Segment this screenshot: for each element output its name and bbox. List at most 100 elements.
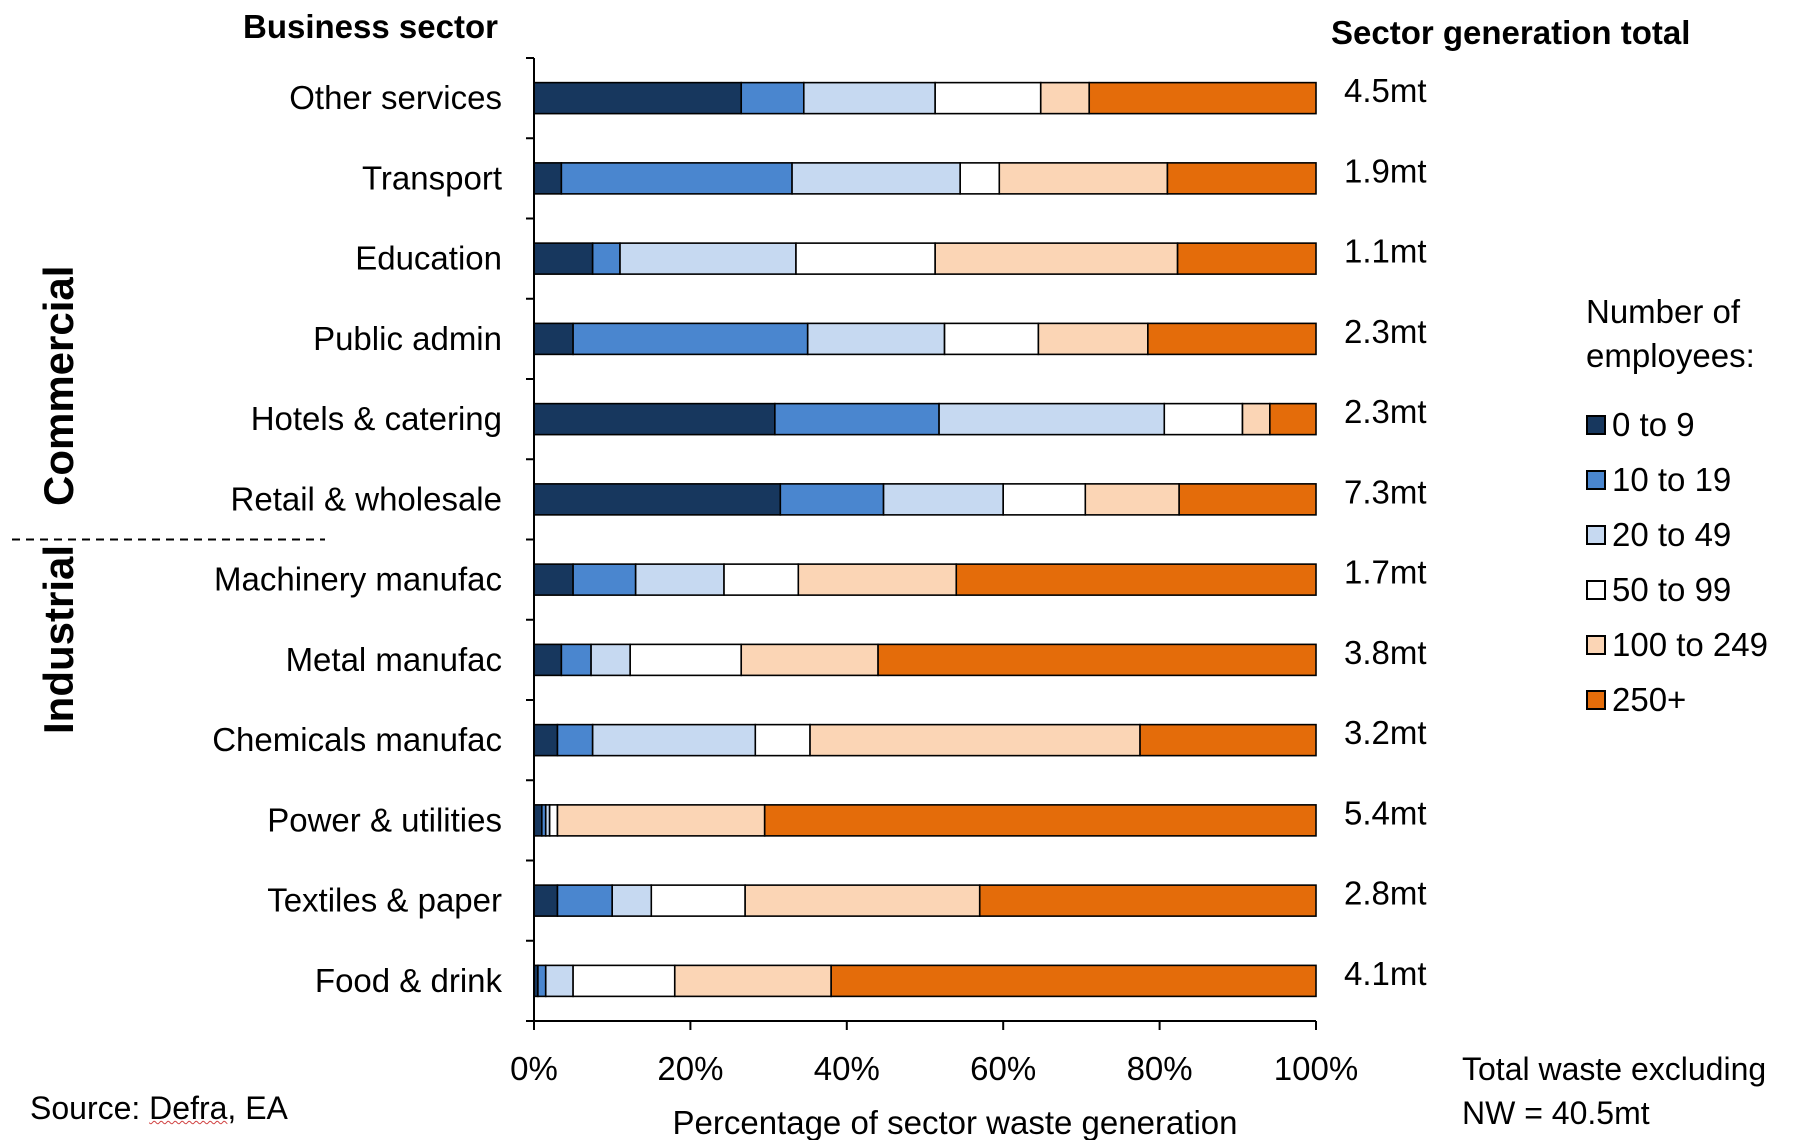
- total-label-education: 1.1mt: [1344, 233, 1427, 270]
- bar-transport-20-to-49: [791, 162, 961, 195]
- category-label-transport: Transport: [362, 159, 502, 196]
- bar-public-admin-250: [1147, 322, 1317, 356]
- bar-transport-10-to-19: [560, 162, 793, 195]
- total-label-retail-and-wholesale: 7.3mt: [1344, 473, 1427, 510]
- bar-retail-and-wholesale-10-to-19: [779, 483, 885, 516]
- bar-public-admin-0-to-9: [533, 322, 574, 356]
- bar-food-and-drink-10-to-19: [537, 964, 547, 998]
- bar-machinery-manufac-250: [955, 563, 1317, 596]
- bar-other-services-20-to-49: [802, 81, 936, 115]
- legend-swatch-100-to-249: [1586, 635, 1606, 655]
- bar-other-services-50-to-99: [934, 81, 1042, 115]
- bar-chemicals-manufac-20-to-49: [591, 723, 757, 757]
- legend-swatch-0-to-9: [1586, 415, 1606, 435]
- bar-machinery-manufac-100-to-249: [797, 563, 958, 596]
- bar-education-0-to-9: [533, 242, 594, 275]
- bar-other-services-250: [1088, 81, 1317, 115]
- legend-item-10-to-19: 10 to 19: [1586, 461, 1731, 499]
- bar-retail-and-wholesale-20-to-49: [882, 483, 1005, 516]
- industrial-group-label: Industrial: [35, 544, 82, 734]
- bar-other-services-0-to-9: [533, 81, 743, 115]
- legend-item-20-to-49: 20 to 49: [1586, 516, 1731, 554]
- legend-item-50-to-99: 50 to 99: [1586, 571, 1731, 609]
- legend-item-0-to-9: 0 to 9: [1586, 406, 1695, 444]
- bar-food-and-drink-50-to-99: [572, 964, 676, 998]
- bar-textiles-and-paper-20-to-49: [611, 884, 653, 917]
- bar-metal-manufac-100-to-249: [740, 643, 879, 677]
- axis-layer: [526, 57, 1317, 1030]
- x-tick-label-1: 20%: [657, 1050, 723, 1087]
- bar-machinery-manufac-10-to-19: [572, 563, 637, 596]
- bar-chemicals-manufac-250: [1139, 723, 1317, 757]
- total-header: Sector generation total: [1331, 14, 1691, 51]
- bar-machinery-manufac-0-to-9: [533, 563, 574, 596]
- tick-labels: 0% 20% 40% 60% 80% 100%: [510, 1050, 1358, 1087]
- total-note-line2: NW = 40.5mt: [1462, 1095, 1650, 1131]
- bar-transport-100-to-249: [998, 162, 1169, 195]
- total-label-machinery-manufac: 1.7mt: [1344, 554, 1427, 591]
- x-tick-label-0: 0%: [510, 1050, 558, 1087]
- bar-food-and-drink-100-to-249: [673, 964, 832, 998]
- total-label-metal-manufac: 3.8mt: [1344, 634, 1427, 671]
- legend-label-10-to-19: 10 to 19: [1612, 461, 1732, 498]
- legend-swatch-250: [1586, 690, 1606, 710]
- bar-education-50-to-99: [795, 242, 936, 275]
- legend-item-100-to-249: 100 to 249: [1586, 626, 1768, 664]
- bar-hotels-and-catering-20-to-49: [938, 402, 1166, 436]
- bar-hotels-and-catering-0-to-9: [533, 402, 776, 436]
- legend-label-100-to-249: 100 to 249: [1612, 626, 1768, 663]
- category-label-hotels-and-catering: Hotels & catering: [251, 400, 502, 437]
- bar-hotels-and-catering-50-to-99: [1163, 402, 1244, 436]
- sector-header: Business sector: [243, 8, 498, 45]
- source-defra: Defra: [149, 1090, 228, 1126]
- x-tick-label-4: 80%: [1127, 1050, 1193, 1087]
- bar-retail-and-wholesale-100-to-249: [1084, 483, 1180, 516]
- bar-food-and-drink-20-to-49: [544, 964, 574, 998]
- bar-chemicals-manufac-50-to-99: [754, 723, 811, 757]
- x-axis-label: Percentage of sector waste generation: [672, 1104, 1237, 1140]
- bar-machinery-manufac-50-to-99: [723, 563, 800, 596]
- bar-hotels-and-catering-100-to-249: [1241, 402, 1271, 436]
- bar-transport-250: [1166, 162, 1317, 195]
- source-note: Source: Defra, EA: [30, 1088, 288, 1128]
- total-label-chemicals-manufac: 3.2mt: [1344, 714, 1427, 751]
- bar-metal-manufac-50-to-99: [629, 643, 743, 677]
- bar-power-and-utilities-100-to-249: [556, 804, 766, 837]
- legend-title: Number of employees:: [1586, 293, 1755, 374]
- bar-power-and-utilities-50-to-99: [548, 804, 559, 837]
- bar-education-20-to-49: [619, 242, 797, 275]
- bar-textiles-and-paper-10-to-19: [556, 884, 614, 917]
- bar-transport-50-to-99: [959, 162, 1001, 195]
- bar-public-admin-100-to-249: [1037, 322, 1149, 356]
- bar-textiles-and-paper-250: [978, 884, 1317, 917]
- source-suffix: , EA: [227, 1090, 288, 1126]
- bar-chemicals-manufac-0-to-9: [533, 723, 559, 757]
- bar-other-services-100-to-249: [1039, 81, 1091, 115]
- bar-textiles-and-paper-50-to-99: [650, 884, 746, 917]
- bar-retail-and-wholesale-50-to-99: [1002, 483, 1087, 516]
- category-label-machinery-manufac: Machinery manufac: [214, 561, 502, 598]
- total-note-line1: Total waste excluding: [1462, 1051, 1767, 1087]
- bar-textiles-and-paper-100-to-249: [744, 884, 981, 917]
- bar-public-admin-20-to-49: [806, 322, 946, 356]
- category-label-textiles-and-paper: Textiles & paper: [267, 882, 502, 919]
- x-tick-label-5: 100%: [1274, 1050, 1358, 1087]
- bar-education-250: [1176, 242, 1317, 275]
- bar-retail-and-wholesale-0-to-9: [533, 483, 782, 516]
- bar-metal-manufac-20-to-49: [590, 643, 631, 677]
- x-tick-label-2: 40%: [814, 1050, 880, 1087]
- total-label-hotels-and-catering: 2.3mt: [1344, 393, 1427, 430]
- bar-education-10-to-19: [591, 242, 621, 275]
- category-label-retail-and-wholesale: Retail & wholesale: [231, 480, 502, 517]
- category-label-food-and-drink: Food & drink: [315, 962, 503, 999]
- legend-label-50-to-99: 50 to 99: [1612, 571, 1732, 608]
- bar-metal-manufac-10-to-19: [560, 643, 592, 677]
- legend-item-250: 250+: [1586, 681, 1686, 719]
- x-tick-label-3: 60%: [970, 1050, 1036, 1087]
- legend-label-0-to-9: 0 to 9: [1612, 406, 1695, 443]
- source-prefix: Source:: [30, 1090, 150, 1126]
- legend-swatch-20-to-49: [1586, 525, 1606, 545]
- total-labels: 4.5mt 1.9mt 1.1mt 2.3mt 2.3mt 7.3mt 1.7mt 3.8mt…: [1344, 72, 1427, 992]
- bar-chemicals-manufac-10-to-19: [556, 723, 594, 757]
